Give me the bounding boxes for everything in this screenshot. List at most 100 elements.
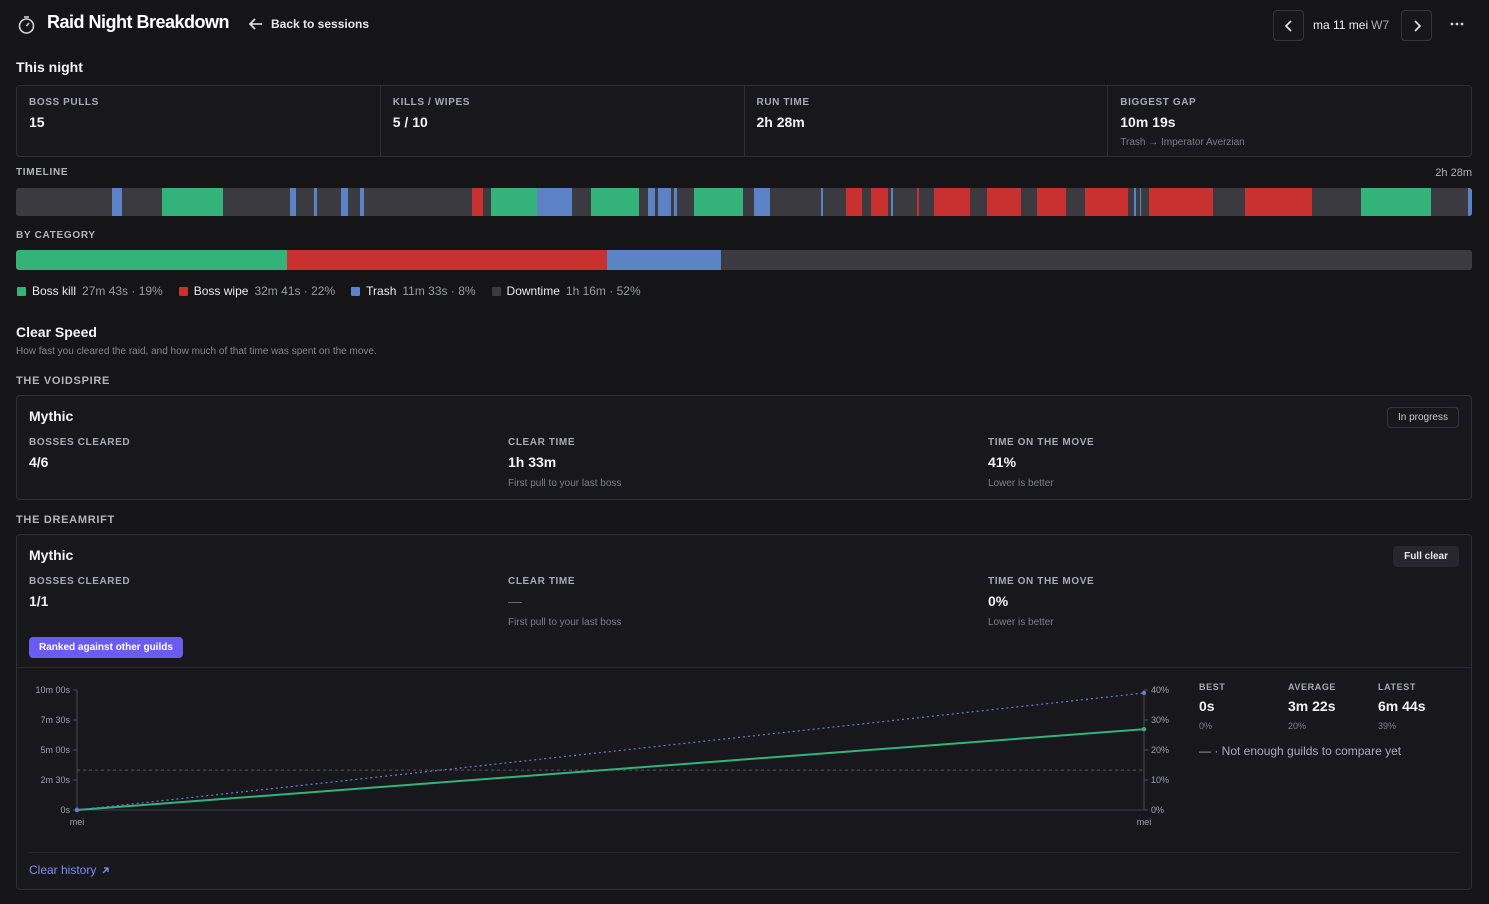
back-to-sessions-link[interactable]: Back to sessions bbox=[249, 17, 369, 31]
timeline-segment-trash[interactable] bbox=[289, 188, 296, 216]
time-on-move: TIME ON THE MOVE 41% Lower is better bbox=[988, 437, 1095, 489]
time-on-move: TIME ON THE MOVE 0% Lower is better bbox=[988, 576, 1095, 628]
more-options-button[interactable] bbox=[1447, 13, 1467, 35]
timeline-segment-down[interactable] bbox=[222, 188, 290, 216]
timeline-segment-kill[interactable] bbox=[490, 188, 538, 216]
timeline-segment-wipe[interactable] bbox=[1084, 188, 1129, 216]
timeline-segment-trash[interactable] bbox=[314, 188, 317, 216]
timeline-segment-wipe[interactable] bbox=[471, 188, 484, 216]
timeline-bar[interactable] bbox=[16, 188, 1472, 216]
timeline-segment-trash[interactable] bbox=[537, 188, 573, 216]
ranked-against-guilds-button[interactable]: Ranked against other guilds bbox=[29, 637, 183, 658]
clear-history-link[interactable]: Clear history bbox=[29, 863, 110, 877]
timeline-segment-trash[interactable] bbox=[674, 188, 678, 216]
timeline-segment-wipe[interactable] bbox=[917, 188, 920, 216]
timeline-segment-down[interactable] bbox=[1065, 188, 1085, 216]
timeline-segment-down[interactable] bbox=[347, 188, 360, 216]
series-point-1 bbox=[74, 807, 80, 813]
timeline-segment-down[interactable] bbox=[1141, 188, 1149, 216]
timeline-segment-wipe[interactable] bbox=[987, 188, 1021, 216]
timeline-segment-down[interactable] bbox=[1212, 188, 1245, 216]
left-tick-label: 10m 00s bbox=[35, 685, 70, 695]
divider bbox=[17, 667, 1471, 668]
week-label: W7 bbox=[1371, 18, 1390, 32]
raid-card-dreamrift: Mythic Full clear BOSSES CLEARED 1/1 CLE… bbox=[16, 534, 1472, 890]
trash-swatch bbox=[351, 286, 361, 296]
difficulty-label: Mythic bbox=[29, 408, 74, 424]
previous-date-button[interactable] bbox=[1273, 10, 1304, 41]
chevron-left-icon bbox=[1284, 19, 1292, 32]
timeline-segment-wipe[interactable] bbox=[1148, 188, 1213, 216]
this-night-heading: This night bbox=[16, 59, 83, 75]
timeline-segment-down[interactable] bbox=[770, 188, 822, 216]
right-tick-label: 30% bbox=[1151, 715, 1169, 725]
timeline-segment-down[interactable] bbox=[483, 188, 491, 216]
timeline-segment-down[interactable] bbox=[892, 188, 918, 216]
timeline-segment-trash[interactable] bbox=[754, 188, 771, 216]
clear-time: CLEAR TIME — First pull to your last bos… bbox=[508, 576, 622, 628]
timeline-segment-trash[interactable] bbox=[821, 188, 823, 216]
timeline-total: 2h 28m bbox=[1435, 167, 1472, 179]
timeline-segment-wipe[interactable] bbox=[870, 188, 889, 216]
series-point-1 bbox=[1141, 690, 1147, 696]
stat-run-time: RUN TIME 2h 28m bbox=[745, 86, 1109, 156]
timeline-segment-trash[interactable] bbox=[658, 188, 672, 216]
timeline-segment-down[interactable] bbox=[822, 188, 846, 216]
timeline-segment-down[interactable] bbox=[1431, 188, 1438, 216]
timeline-segment-trash[interactable] bbox=[1467, 188, 1472, 216]
status-badge: Full clear bbox=[1393, 546, 1459, 567]
timeline-segment-down[interactable] bbox=[671, 188, 675, 216]
timeline-segment-wipe[interactable] bbox=[1244, 188, 1312, 216]
timeline-segment-trash[interactable] bbox=[891, 188, 893, 216]
difficulty-label: Mythic bbox=[29, 547, 74, 563]
timeline-segment-down[interactable] bbox=[677, 188, 695, 216]
timeline-segment-down[interactable] bbox=[16, 188, 113, 216]
timeline-segment-down[interactable] bbox=[639, 188, 648, 216]
timeline-segment-down[interactable] bbox=[316, 188, 342, 216]
timeline-segment-trash[interactable] bbox=[341, 188, 348, 216]
timeline-segment-down[interactable] bbox=[363, 188, 472, 216]
timeline-segment-kill[interactable] bbox=[161, 188, 223, 216]
timeline-segment-down[interactable] bbox=[295, 188, 315, 216]
right-tick-label: 0% bbox=[1151, 805, 1164, 815]
bosses-cleared: BOSSES CLEARED 4/6 bbox=[29, 437, 131, 470]
timeline-segment-kill[interactable] bbox=[1361, 188, 1432, 216]
stat-boss-pulls: BOSS PULLS 15 bbox=[17, 86, 381, 156]
timeline-segment-down[interactable] bbox=[742, 188, 755, 216]
arrow-left-icon bbox=[249, 18, 262, 30]
ellipsis-icon bbox=[1450, 22, 1464, 26]
series-line-0 bbox=[76, 728, 1145, 811]
timeline-segment-trash[interactable] bbox=[1140, 188, 1142, 216]
timeline-segment-wipe[interactable] bbox=[845, 188, 862, 216]
timeline-segment-kill[interactable] bbox=[591, 188, 640, 216]
timeline-segment-kill[interactable] bbox=[694, 188, 743, 216]
timeline-segment-down[interactable] bbox=[1020, 188, 1037, 216]
timeline-segment-down[interactable] bbox=[861, 188, 871, 216]
timeline-segment-down[interactable] bbox=[1128, 188, 1135, 216]
timeline-segment-down[interactable] bbox=[1135, 188, 1141, 216]
timeline-segment-trash[interactable] bbox=[647, 188, 656, 216]
next-date-button[interactable] bbox=[1401, 10, 1432, 41]
timeline-segment-trash[interactable] bbox=[112, 188, 123, 216]
stopwatch-icon bbox=[17, 15, 36, 35]
by-category-label: BY CATEGORY bbox=[16, 230, 96, 241]
category-segment-downtime bbox=[720, 250, 1472, 270]
timeline-segment-trash[interactable] bbox=[1134, 188, 1136, 216]
stat-biggest-gap: BIGGEST GAP 10m 19s Trash → Imperator Av… bbox=[1120, 97, 1245, 148]
raid-name-voidspire: THE VOIDSPIRE bbox=[16, 375, 111, 387]
timeline-segment-down[interactable] bbox=[1311, 188, 1362, 216]
timeline-segment-down[interactable] bbox=[572, 188, 592, 216]
timeline-segment-trash[interactable] bbox=[359, 188, 364, 216]
timeline-segment-wipe[interactable] bbox=[934, 188, 970, 216]
timeline-segment-down[interactable] bbox=[919, 188, 934, 216]
left-tick-label: 2m 30s bbox=[40, 775, 70, 785]
timeline-segment-down[interactable] bbox=[655, 188, 659, 216]
not-enough-guilds-note: — · Not enough guilds to compare yet bbox=[1199, 744, 1402, 758]
legend-boss-wipe: Boss wipe 32m 41s · 22% bbox=[178, 284, 335, 298]
timeline-segment-down[interactable] bbox=[888, 188, 892, 216]
timeline-segment-wipe[interactable] bbox=[1036, 188, 1066, 216]
date-label: ma 11 mei W7 bbox=[1313, 18, 1390, 32]
timeline-segment-down[interactable] bbox=[122, 188, 162, 216]
clear-history-chart: 10m 00s 7m 30s 5m 00s 2m 30s 0s 40% 30% 20% 10% 0… bbox=[35, 685, 1169, 827]
timeline-segment-down[interactable] bbox=[969, 188, 988, 216]
